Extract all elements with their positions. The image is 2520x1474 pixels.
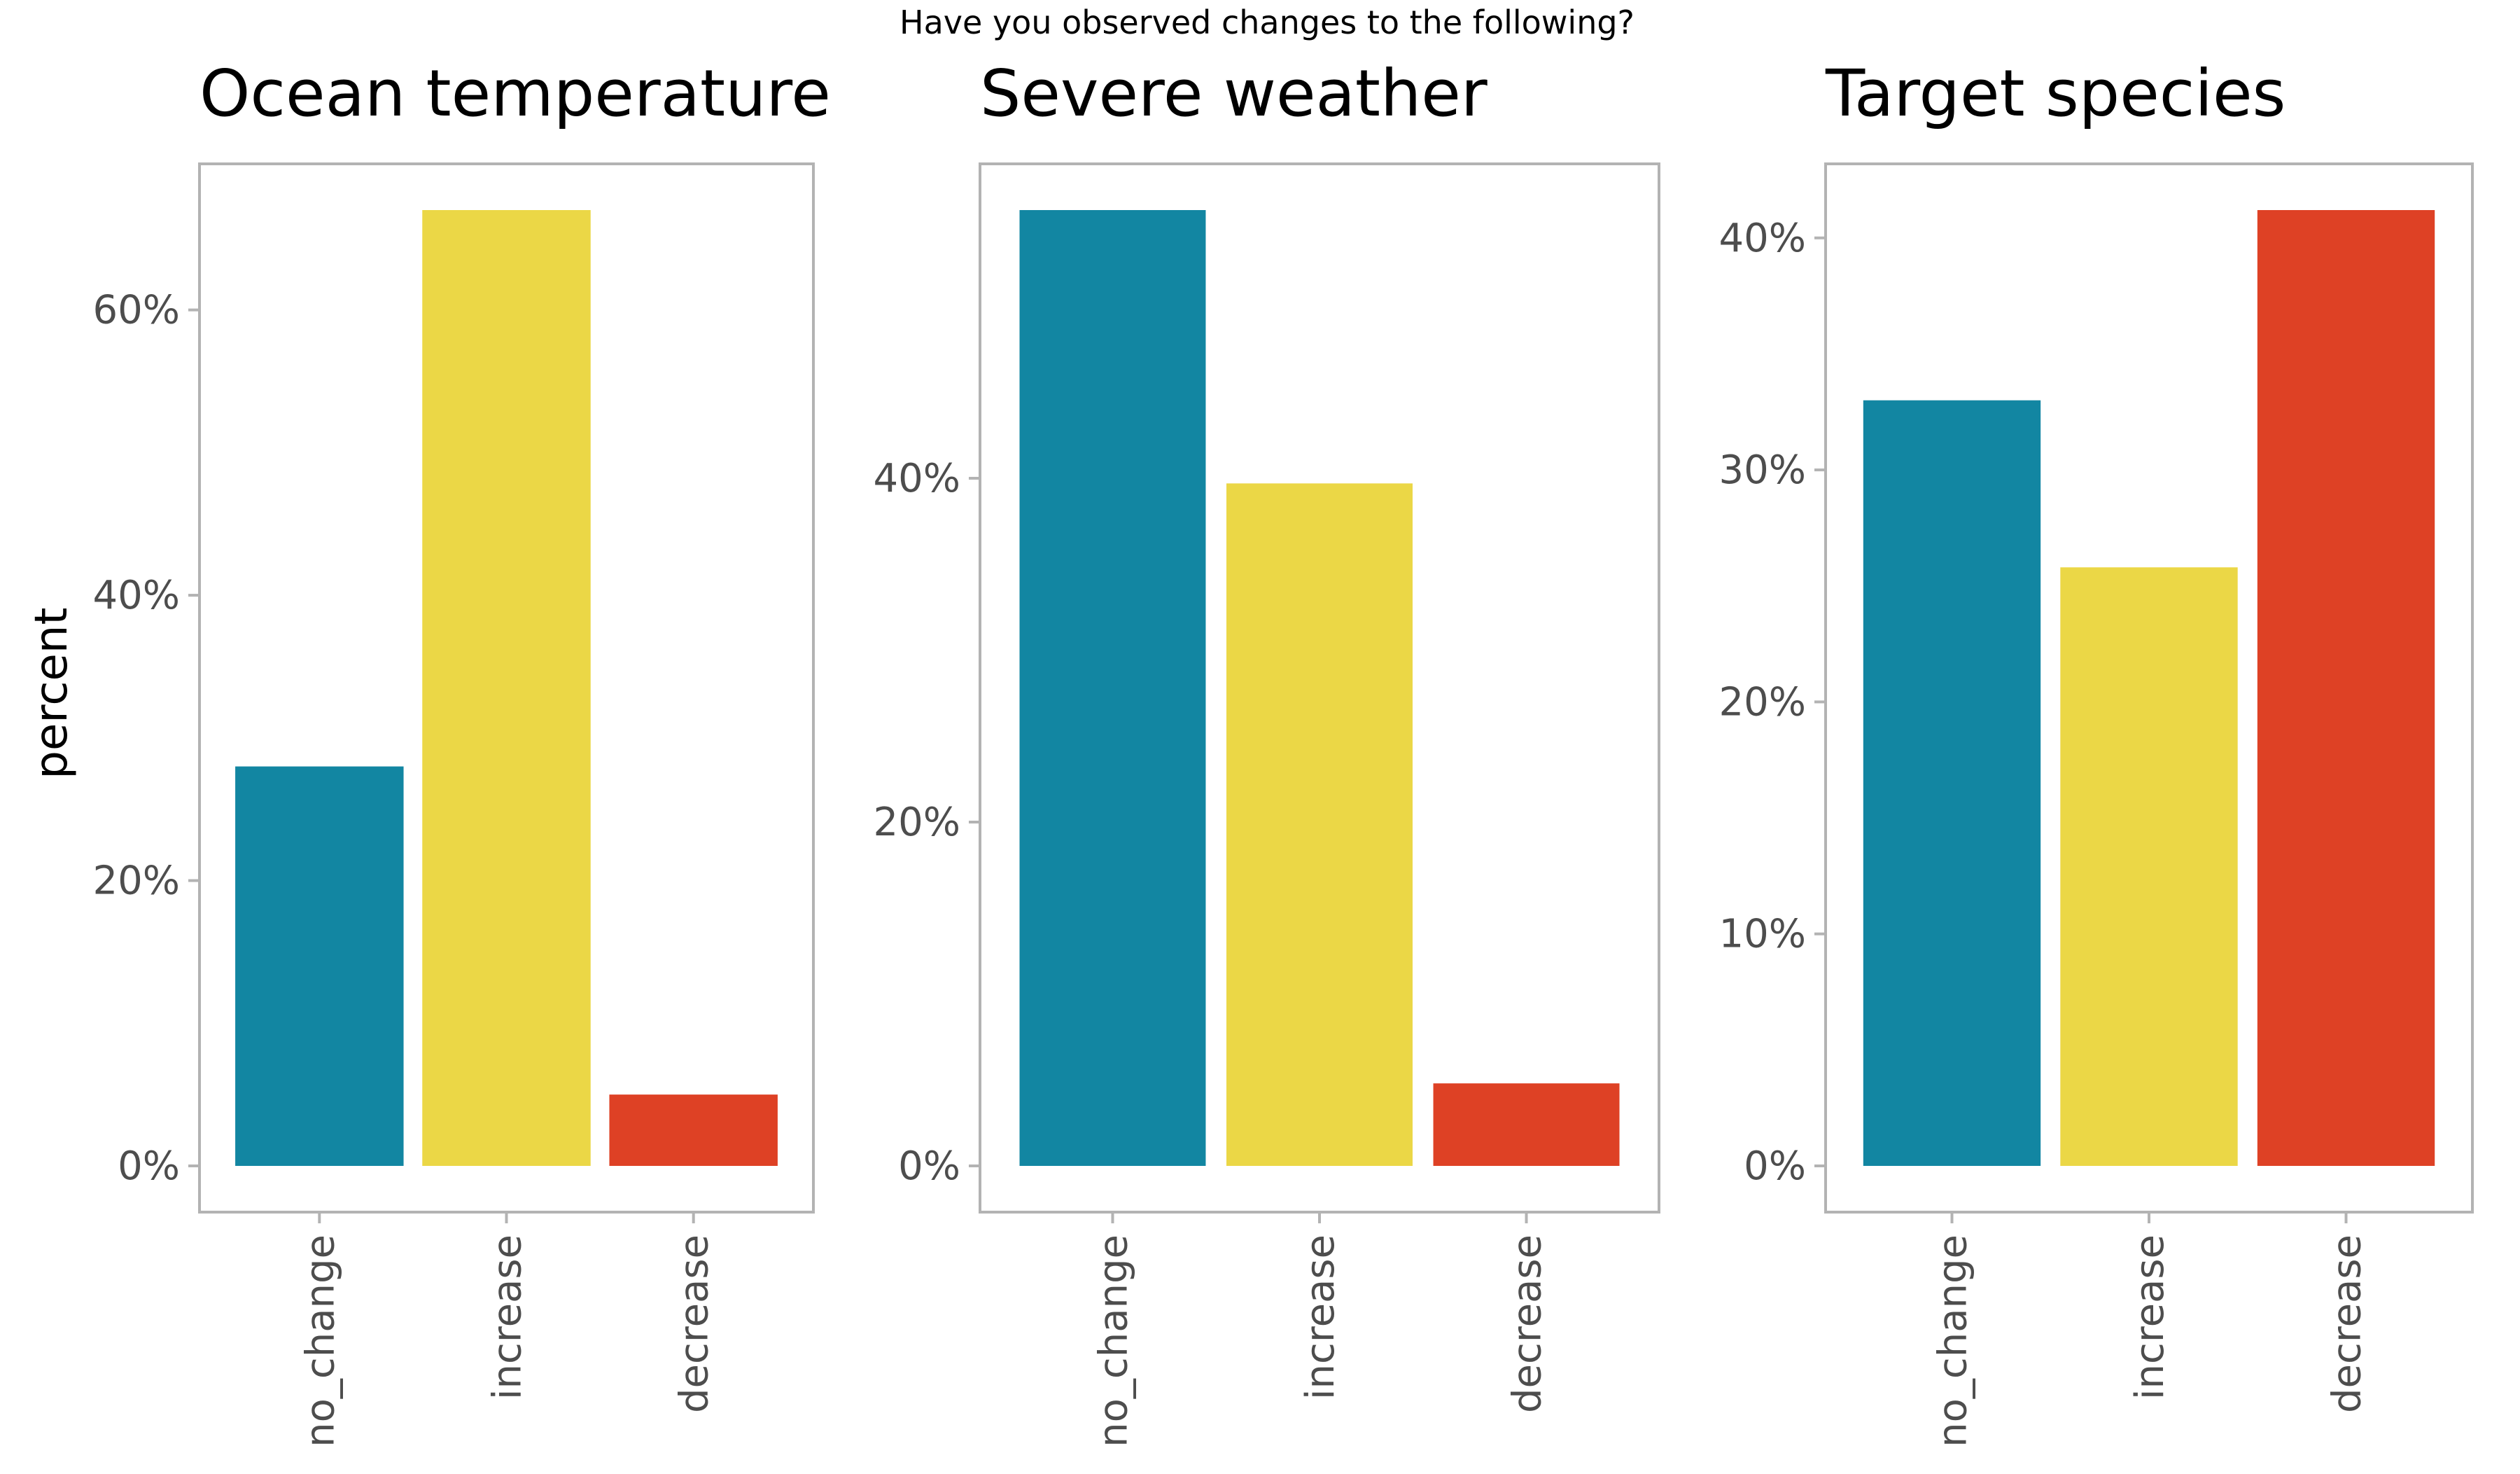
x-tick-label: increase bbox=[1298, 1235, 1343, 1400]
x-tick-label: no_change bbox=[1091, 1235, 1136, 1447]
bar bbox=[2257, 210, 2435, 1166]
y-tick-label: 60% bbox=[93, 288, 180, 333]
x-tick-label: decrease bbox=[672, 1235, 718, 1413]
bar bbox=[609, 1094, 778, 1166]
y-tick-label: 20% bbox=[874, 800, 960, 845]
panel-title: Severe weather bbox=[980, 56, 1488, 131]
y-tick-label: 20% bbox=[93, 858, 180, 904]
bar bbox=[235, 766, 404, 1166]
y-tick-label: 20% bbox=[1719, 679, 1806, 725]
x-tick-label: no_change bbox=[298, 1235, 343, 1447]
y-tick-label: 40% bbox=[1719, 216, 1806, 261]
y-tick-label: 0% bbox=[118, 1143, 180, 1189]
bar bbox=[1863, 400, 2041, 1166]
figure-title: Have you observed changes to the followi… bbox=[899, 4, 1634, 41]
panel-title: Ocean temperature bbox=[200, 56, 831, 131]
y-tick-label: 30% bbox=[1719, 447, 1806, 493]
x-tick-label: increase bbox=[485, 1235, 531, 1400]
bar bbox=[422, 210, 591, 1166]
y-tick-label: 40% bbox=[874, 456, 960, 501]
x-tick-label: no_change bbox=[1930, 1235, 1975, 1447]
y-tick-label: 40% bbox=[93, 573, 180, 618]
x-tick-label: decrease bbox=[1505, 1235, 1550, 1413]
y-axis-label: percent bbox=[26, 607, 78, 779]
y-tick-label: 0% bbox=[898, 1143, 960, 1189]
bar bbox=[1226, 483, 1413, 1166]
x-tick-label: decrease bbox=[2325, 1235, 2370, 1413]
panel-title: Target species bbox=[1825, 56, 2286, 131]
bar bbox=[2060, 567, 2238, 1166]
y-tick-label: 0% bbox=[1744, 1143, 1806, 1189]
bar bbox=[1019, 210, 1206, 1166]
y-tick-label: 10% bbox=[1719, 912, 1806, 957]
x-tick-label: increase bbox=[2127, 1235, 2173, 1400]
bar bbox=[1433, 1083, 1620, 1166]
